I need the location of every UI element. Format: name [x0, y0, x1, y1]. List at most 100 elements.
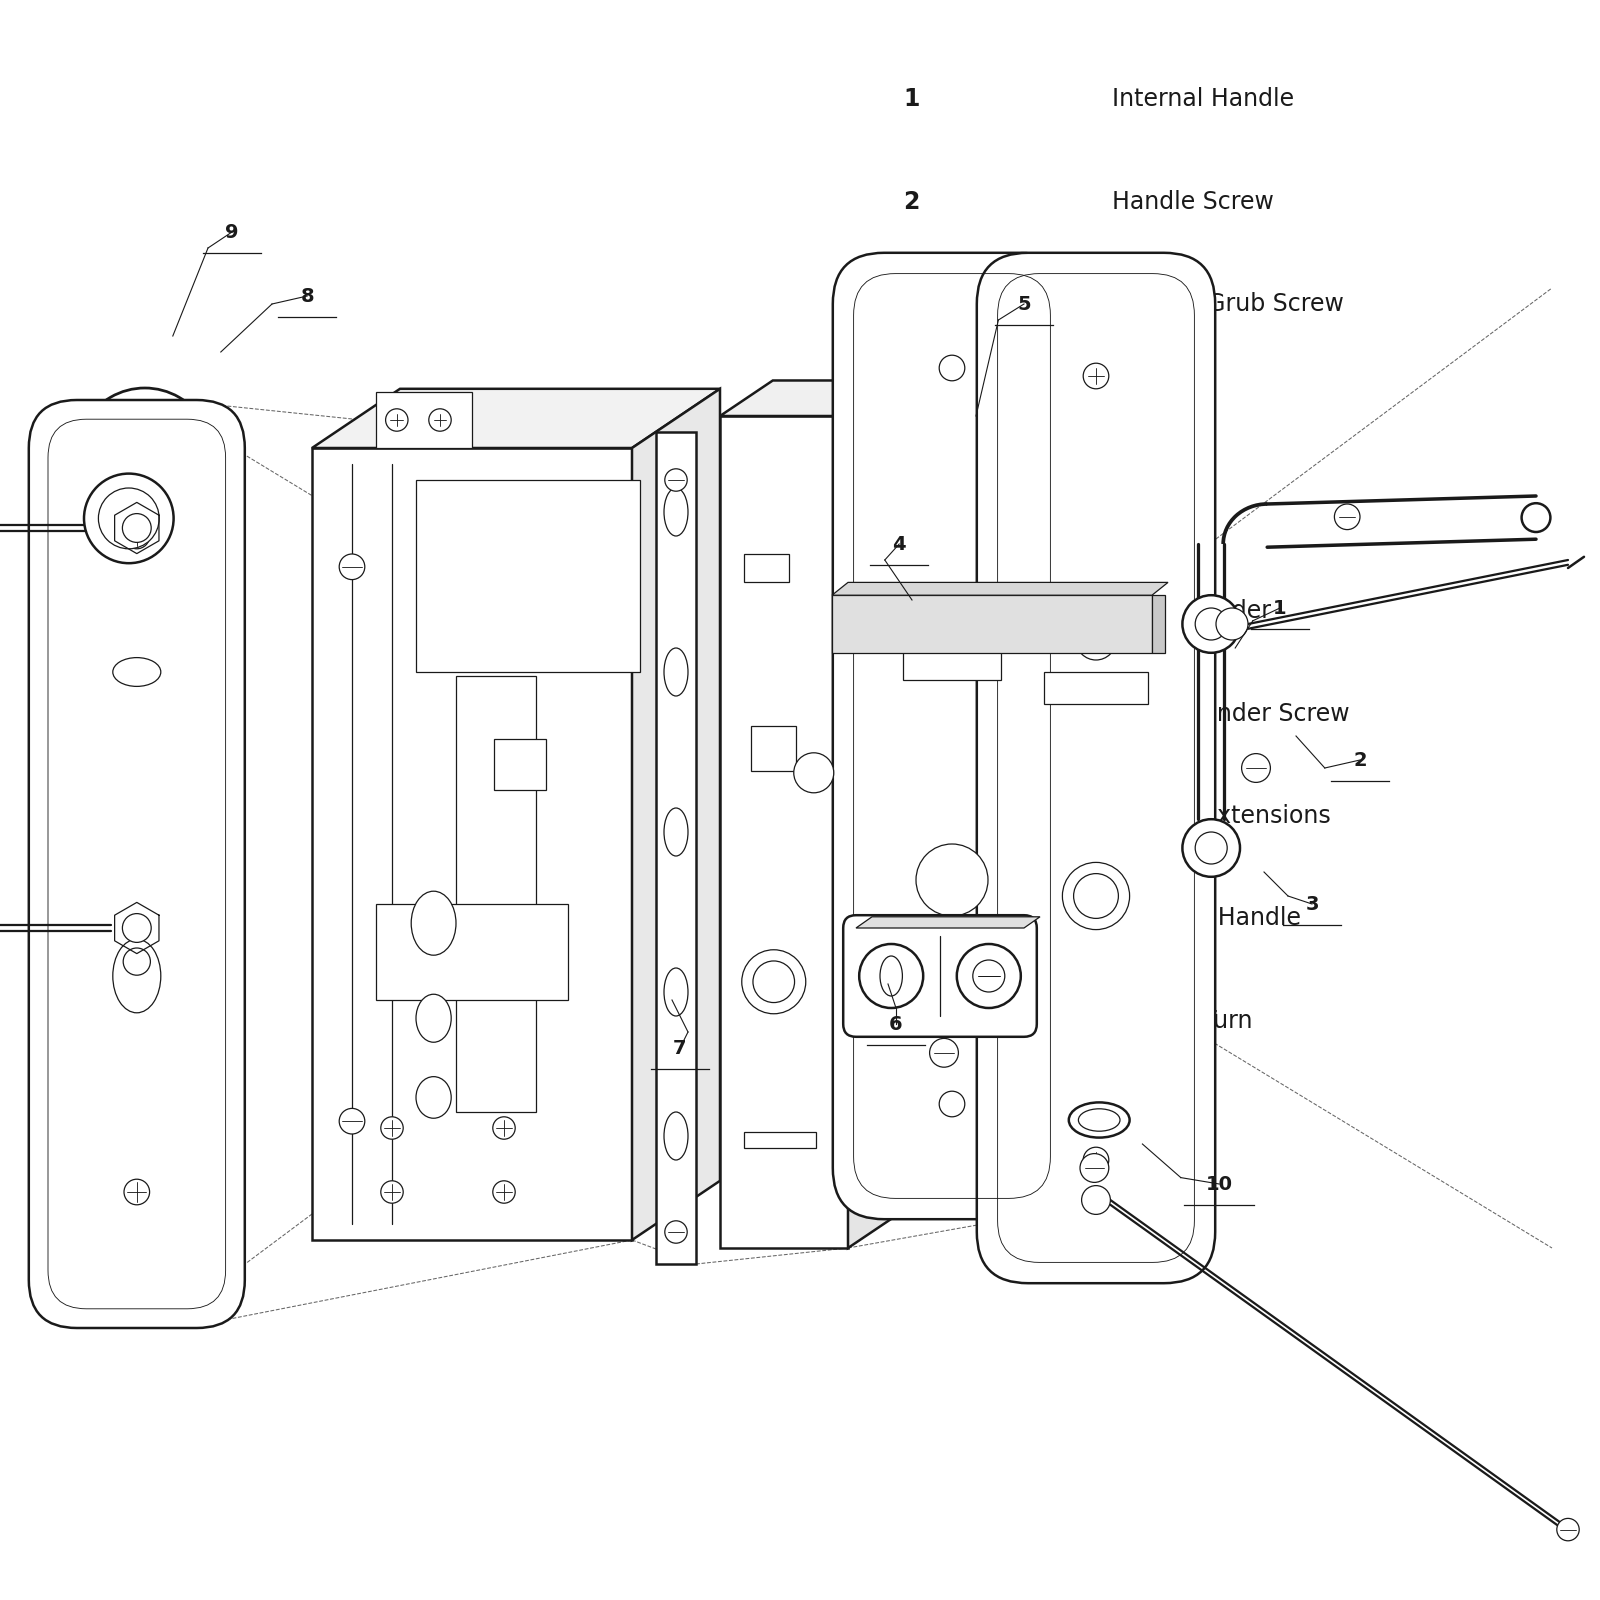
Ellipse shape	[416, 994, 451, 1042]
Bar	[752, 726, 797, 771]
Text: 1: 1	[904, 86, 920, 112]
Bar	[456, 677, 536, 1112]
Text: 2: 2	[1354, 750, 1366, 770]
Circle shape	[122, 514, 150, 542]
Circle shape	[1182, 595, 1240, 653]
Ellipse shape	[664, 808, 688, 856]
Circle shape	[1216, 608, 1248, 640]
Text: Internal Handle: Internal Handle	[1112, 86, 1294, 112]
Circle shape	[1195, 608, 1227, 640]
Ellipse shape	[416, 1077, 451, 1118]
Text: 8: 8	[301, 286, 314, 306]
Text: Thumb Turn: Thumb Turn	[1112, 1010, 1253, 1034]
Bar	[744, 554, 789, 582]
Circle shape	[930, 1038, 958, 1067]
Text: 1: 1	[1274, 598, 1286, 618]
Circle shape	[339, 1109, 365, 1134]
Circle shape	[125, 1179, 150, 1205]
Circle shape	[98, 488, 158, 549]
Ellipse shape	[1078, 1109, 1120, 1131]
Text: External Handle: External Handle	[1112, 906, 1301, 931]
Text: 10: 10	[1206, 1174, 1232, 1194]
Bar	[902, 645, 1002, 680]
Ellipse shape	[1062, 862, 1130, 930]
Text: 6: 6	[904, 600, 920, 624]
Polygon shape	[632, 389, 720, 1240]
Text: 3: 3	[904, 291, 920, 317]
Ellipse shape	[664, 968, 688, 1016]
Ellipse shape	[664, 1112, 688, 1160]
Ellipse shape	[1075, 619, 1117, 659]
Ellipse shape	[112, 658, 160, 686]
Circle shape	[1083, 363, 1109, 389]
Bar	[494, 739, 546, 790]
Ellipse shape	[112, 939, 160, 1013]
Ellipse shape	[754, 962, 795, 1003]
Ellipse shape	[664, 648, 688, 696]
Text: 9: 9	[904, 906, 920, 931]
Circle shape	[1242, 754, 1270, 782]
Circle shape	[666, 1221, 688, 1243]
Circle shape	[957, 944, 1021, 1008]
Circle shape	[939, 1091, 965, 1117]
Circle shape	[493, 1117, 515, 1139]
Text: Handle Screw: Handle Screw	[1112, 190, 1274, 214]
Text: 10: 10	[886, 1010, 920, 1034]
Circle shape	[973, 960, 1005, 992]
Text: Spindle: Spindle	[1112, 395, 1200, 419]
Text: 4: 4	[893, 534, 906, 554]
Ellipse shape	[742, 950, 806, 1014]
Circle shape	[1522, 502, 1550, 531]
Circle shape	[666, 469, 688, 491]
Polygon shape	[312, 389, 720, 448]
Text: Thread Extensions: Thread Extensions	[1112, 805, 1331, 829]
FancyBboxPatch shape	[976, 253, 1216, 1283]
Circle shape	[1083, 1147, 1109, 1173]
Text: 7: 7	[674, 1038, 686, 1058]
Bar	[720, 416, 848, 1248]
Ellipse shape	[123, 947, 150, 974]
Ellipse shape	[664, 488, 688, 536]
Circle shape	[122, 914, 150, 942]
Circle shape	[381, 1117, 403, 1139]
Circle shape	[1182, 819, 1240, 877]
Circle shape	[493, 1181, 515, 1203]
Text: 3: 3	[1306, 894, 1318, 914]
Ellipse shape	[411, 891, 456, 955]
Text: Euro Cylinder: Euro Cylinder	[1112, 600, 1270, 624]
Circle shape	[859, 944, 923, 1008]
Circle shape	[1195, 832, 1227, 864]
Text: 7: 7	[904, 702, 920, 726]
Bar	[416, 480, 640, 672]
Circle shape	[381, 1181, 403, 1203]
Text: 5: 5	[904, 498, 920, 522]
Polygon shape	[856, 917, 1040, 928]
Text: Euro Cylinder Screw: Euro Cylinder Screw	[1112, 702, 1350, 726]
Text: 6: 6	[890, 1014, 902, 1034]
Ellipse shape	[794, 752, 834, 792]
Text: 2: 2	[904, 190, 920, 214]
Bar	[832, 595, 1152, 653]
Text: Spindle Grub Screw: Spindle Grub Screw	[1112, 291, 1344, 317]
Text: 4: 4	[904, 395, 920, 419]
Bar	[376, 904, 568, 1000]
Polygon shape	[832, 582, 1168, 595]
Circle shape	[939, 355, 965, 381]
Bar	[376, 392, 472, 448]
Ellipse shape	[1069, 1102, 1130, 1138]
Bar	[656, 432, 696, 1264]
Ellipse shape	[915, 843, 989, 915]
Circle shape	[1334, 504, 1360, 530]
Text: Gasket: Gasket	[1112, 498, 1194, 522]
Circle shape	[1082, 1186, 1110, 1214]
Circle shape	[125, 523, 150, 549]
Circle shape	[1080, 1154, 1109, 1182]
Circle shape	[429, 408, 451, 430]
Text: 8: 8	[904, 805, 920, 829]
Text: 5: 5	[1018, 294, 1030, 314]
FancyBboxPatch shape	[832, 253, 1072, 1219]
Ellipse shape	[880, 955, 902, 995]
Bar	[1152, 595, 1165, 653]
Circle shape	[83, 474, 173, 563]
Circle shape	[1557, 1518, 1579, 1541]
